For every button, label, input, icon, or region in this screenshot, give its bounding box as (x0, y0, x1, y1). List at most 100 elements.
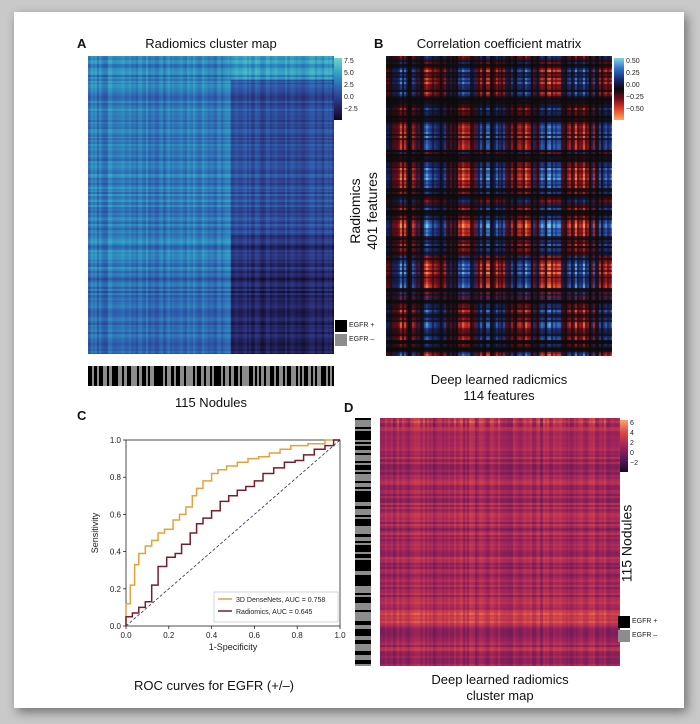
egfr-cell (143, 366, 146, 386)
egfr-cell (306, 366, 309, 386)
panel-a-tick-1: 7.5 (344, 58, 354, 65)
egfr-cell (355, 536, 371, 539)
egfr-cell (235, 366, 238, 386)
panel-a-tick-4: 0.0 (344, 94, 354, 101)
egfr-cell (355, 659, 371, 662)
egfr-cell (237, 366, 240, 386)
egfr-cell (190, 366, 193, 386)
egfr-cell (132, 366, 136, 386)
y-tick-label-0: 0.0 (110, 622, 122, 631)
egfr-cell (327, 366, 330, 386)
egfr-cell (102, 366, 106, 386)
egfr-cell (162, 366, 166, 386)
egfr-cell (355, 499, 371, 503)
panel-d-nodules-label: 115 Nodules (618, 504, 635, 583)
egfr-cell (165, 366, 168, 386)
egfr-cell (355, 523, 371, 526)
egfr-cell (291, 366, 294, 386)
egfr-cell (152, 366, 155, 386)
egfr-cell (355, 605, 371, 608)
egfr-cell (355, 592, 371, 595)
egfr-cell (355, 448, 371, 451)
egfr-cell (126, 366, 129, 386)
egfr-cell (314, 366, 318, 386)
egfr-cell (355, 599, 371, 602)
egfr-cell (355, 437, 371, 440)
panel-a-letter: A (77, 36, 87, 51)
egfr-cell (139, 366, 142, 386)
egfr-cell (355, 458, 371, 462)
roc-series-line-1 (125, 439, 340, 626)
egfr-cell (274, 366, 277, 386)
legend-entry-0: 3D DenseNets, AUC = 0.758 (236, 597, 325, 604)
egfr-cell (355, 534, 371, 537)
egfr-cell (355, 504, 371, 507)
egfr-cell (355, 497, 371, 500)
egfr-cell (355, 435, 371, 438)
egfr-cell (355, 495, 371, 498)
legend-entry-1: Radiomics, AUC = 0.645 (236, 609, 313, 616)
egfr-cell (355, 553, 371, 556)
egfr-cell (248, 366, 251, 386)
egfr-cell (355, 603, 371, 606)
panel-d-tick-1: 6 (630, 420, 634, 427)
egfr-cell (182, 366, 185, 386)
egfr-cell (267, 366, 270, 386)
egfr-cell (355, 579, 371, 582)
egfr-cell (355, 616, 371, 619)
panel-a-tick-2: 5.0 (344, 70, 354, 77)
egfr-cell (261, 366, 264, 386)
egfr-cell (355, 439, 371, 442)
panel-d-letter: D (344, 400, 354, 415)
egfr-cell (355, 590, 371, 593)
egfr-cell (355, 571, 371, 574)
egfr-cell (169, 366, 172, 386)
egfr-cell (145, 366, 148, 386)
egfr-cell (355, 450, 371, 453)
egfr-cell (355, 422, 371, 425)
egfr-cell (199, 366, 202, 386)
egfr-cell (355, 612, 371, 615)
egfr-cell (355, 430, 371, 434)
egfr-cell (88, 366, 91, 386)
egfr-cell (282, 366, 285, 386)
egfr-cell (304, 366, 307, 386)
egfr-cell (218, 366, 221, 386)
egfr-cell (239, 366, 243, 386)
egfr-cell (203, 366, 206, 386)
egfr-cell (355, 556, 371, 559)
egfr-cell (355, 484, 371, 487)
panel-d-tick-2: 4 (630, 430, 634, 437)
x-tick-label-3: 0.6 (249, 631, 261, 640)
egfr-cell (252, 366, 255, 386)
egfr-cell (135, 366, 138, 386)
egfr-cell (293, 366, 296, 386)
egfr-pos-swatch (335, 320, 347, 332)
egfr-cell (355, 549, 371, 552)
egfr-cell (355, 512, 371, 516)
egfr-cell (100, 366, 103, 386)
egfr-cell (355, 631, 371, 634)
x-tick-label-1: 0.2 (163, 631, 175, 640)
egfr-cell (216, 366, 219, 386)
egfr-cell (355, 506, 371, 509)
egfr-cell (210, 366, 213, 386)
egfr-cell (312, 366, 315, 386)
egfr-cell (257, 366, 260, 386)
egfr-cell (227, 366, 230, 386)
egfr-cell (124, 366, 127, 386)
egfr-cell (355, 655, 371, 658)
egfr-cell (117, 366, 121, 386)
egfr-neg-swatch (335, 334, 347, 346)
egfr-cell (355, 547, 371, 550)
egfr-cell (355, 428, 371, 431)
radiomics-cluster-heatmap (88, 56, 334, 354)
egfr-cell (302, 366, 305, 386)
egfr-cell (265, 366, 268, 386)
egfr-cell (355, 426, 371, 429)
egfr-cell (244, 366, 247, 386)
egfr-cell (98, 366, 101, 386)
egfr-cell (355, 568, 371, 572)
egfr-cell (192, 366, 196, 386)
egfr-cell (355, 538, 371, 541)
